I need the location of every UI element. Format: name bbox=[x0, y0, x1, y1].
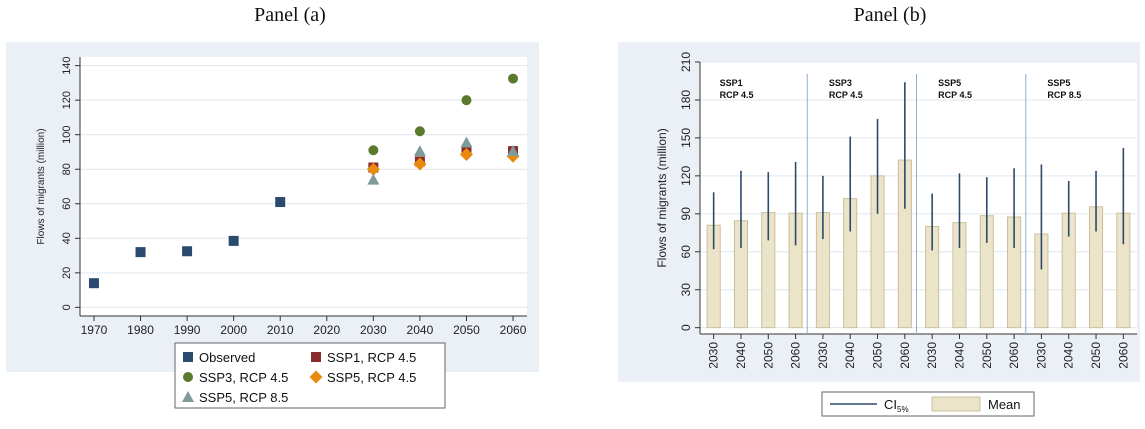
x-tick-label: 2060 bbox=[500, 323, 527, 337]
group-label-line2: RCP 4.5 bbox=[829, 90, 863, 100]
panel-a-title: Panel (a) bbox=[254, 4, 326, 26]
x-tick-label: 1990 bbox=[174, 323, 201, 337]
x-tick-label: 2050 bbox=[761, 342, 775, 369]
x-tick-label: 2040 bbox=[952, 342, 966, 369]
x-tick-label: 1970 bbox=[81, 323, 108, 337]
data-point bbox=[460, 136, 473, 148]
x-tick-label: 2030 bbox=[1034, 342, 1048, 369]
legend-mean-swatch bbox=[931, 396, 981, 412]
panel-a-legend bbox=[174, 342, 446, 409]
x-tick-label: 2010 bbox=[267, 323, 294, 337]
y-tick-label: 60 bbox=[61, 198, 73, 210]
group-label-line2: RCP 4.5 bbox=[938, 90, 972, 100]
data-point bbox=[507, 145, 520, 157]
legend-label: Observed bbox=[199, 350, 255, 365]
y-tick-label: 0 bbox=[61, 304, 73, 310]
y-tick-label: 180 bbox=[679, 90, 693, 110]
legend-label: SSP5, RCP 4.5 bbox=[327, 370, 416, 385]
y-tick-label: 100 bbox=[61, 126, 73, 144]
data-point bbox=[368, 145, 379, 156]
y-tick-label: 120 bbox=[61, 91, 73, 109]
legend-ci-label: CI5% bbox=[884, 397, 909, 414]
group-label-line1: SSP5 bbox=[938, 78, 961, 88]
y-tick-label: 150 bbox=[679, 128, 693, 148]
legend-marker bbox=[183, 372, 193, 382]
y-tick-label: 120 bbox=[679, 166, 693, 186]
y-axis-title: Flows of migrants (million) bbox=[655, 128, 669, 267]
x-tick-label: 2050 bbox=[871, 342, 885, 369]
x-tick-label: 2050 bbox=[453, 323, 480, 337]
y-tick-label: 60 bbox=[679, 245, 693, 259]
legend-label: SSP5, RCP 8.5 bbox=[199, 390, 288, 405]
x-tick-label: 2040 bbox=[843, 342, 857, 369]
x-tick-label: 2040 bbox=[1062, 342, 1076, 369]
data-point bbox=[182, 246, 193, 257]
data-point bbox=[508, 73, 519, 84]
data-point bbox=[228, 235, 239, 246]
x-tick-label: 2020 bbox=[313, 323, 340, 337]
legend-marker bbox=[183, 352, 193, 362]
data-point bbox=[135, 247, 146, 258]
legend-marker bbox=[182, 391, 194, 402]
data-point bbox=[367, 173, 380, 185]
x-tick-label: 2060 bbox=[1116, 342, 1130, 369]
legend-marker bbox=[311, 352, 321, 362]
x-tick-label: 2050 bbox=[1089, 342, 1103, 369]
legend-label: SSP3, RCP 4.5 bbox=[199, 370, 288, 385]
data-point bbox=[459, 148, 473, 162]
x-tick-label: 2030 bbox=[925, 342, 939, 369]
y-axis-title: Flows of migrants (million) bbox=[36, 128, 47, 244]
y-tick-label: 210 bbox=[679, 52, 693, 72]
x-tick-label: 1980 bbox=[127, 323, 154, 337]
x-tick-label: 2030 bbox=[707, 342, 721, 369]
y-tick-label: 20 bbox=[61, 267, 73, 279]
x-tick-label: 2060 bbox=[1007, 342, 1021, 369]
y-tick-label: 40 bbox=[61, 232, 73, 244]
x-tick-label: 2030 bbox=[816, 342, 830, 369]
data-point bbox=[461, 95, 472, 106]
legend-ci-subscript: 5% bbox=[897, 405, 909, 414]
x-tick-label: 2030 bbox=[360, 323, 387, 337]
panel-b-legend bbox=[821, 391, 1035, 417]
data-point bbox=[88, 278, 99, 289]
y-tick-label: 90 bbox=[679, 207, 693, 221]
data-point bbox=[413, 157, 427, 171]
x-tick-label: 2060 bbox=[789, 342, 803, 369]
legend-mean-label: Mean bbox=[988, 397, 1021, 412]
y-tick-label: 30 bbox=[679, 283, 693, 297]
x-tick-label: 2000 bbox=[220, 323, 247, 337]
x-tick-label: 2040 bbox=[734, 342, 748, 369]
group-label-line2: RCP 8.5 bbox=[1047, 90, 1081, 100]
group-label-line1: SSP5 bbox=[1047, 78, 1070, 88]
legend-label: SSP1, RCP 4.5 bbox=[327, 350, 416, 365]
x-tick-label: 2060 bbox=[898, 342, 912, 369]
legend-ci-main: CI bbox=[884, 397, 897, 412]
legend-marker bbox=[309, 370, 323, 384]
group-label-line1: SSP3 bbox=[829, 78, 852, 88]
data-point bbox=[275, 197, 286, 208]
group-label-line2: RCP 4.5 bbox=[720, 90, 754, 100]
panel-b-title: Panel (b) bbox=[853, 4, 927, 26]
x-tick-label: 2040 bbox=[407, 323, 434, 337]
data-point bbox=[414, 126, 425, 137]
data-point bbox=[366, 162, 380, 176]
data-point bbox=[413, 145, 426, 157]
y-tick-label: 0 bbox=[679, 324, 693, 331]
x-tick-label: 2050 bbox=[980, 342, 994, 369]
group-label-line1: SSP1 bbox=[720, 78, 743, 88]
y-tick-label: 80 bbox=[61, 163, 73, 175]
y-tick-label: 140 bbox=[61, 56, 73, 74]
